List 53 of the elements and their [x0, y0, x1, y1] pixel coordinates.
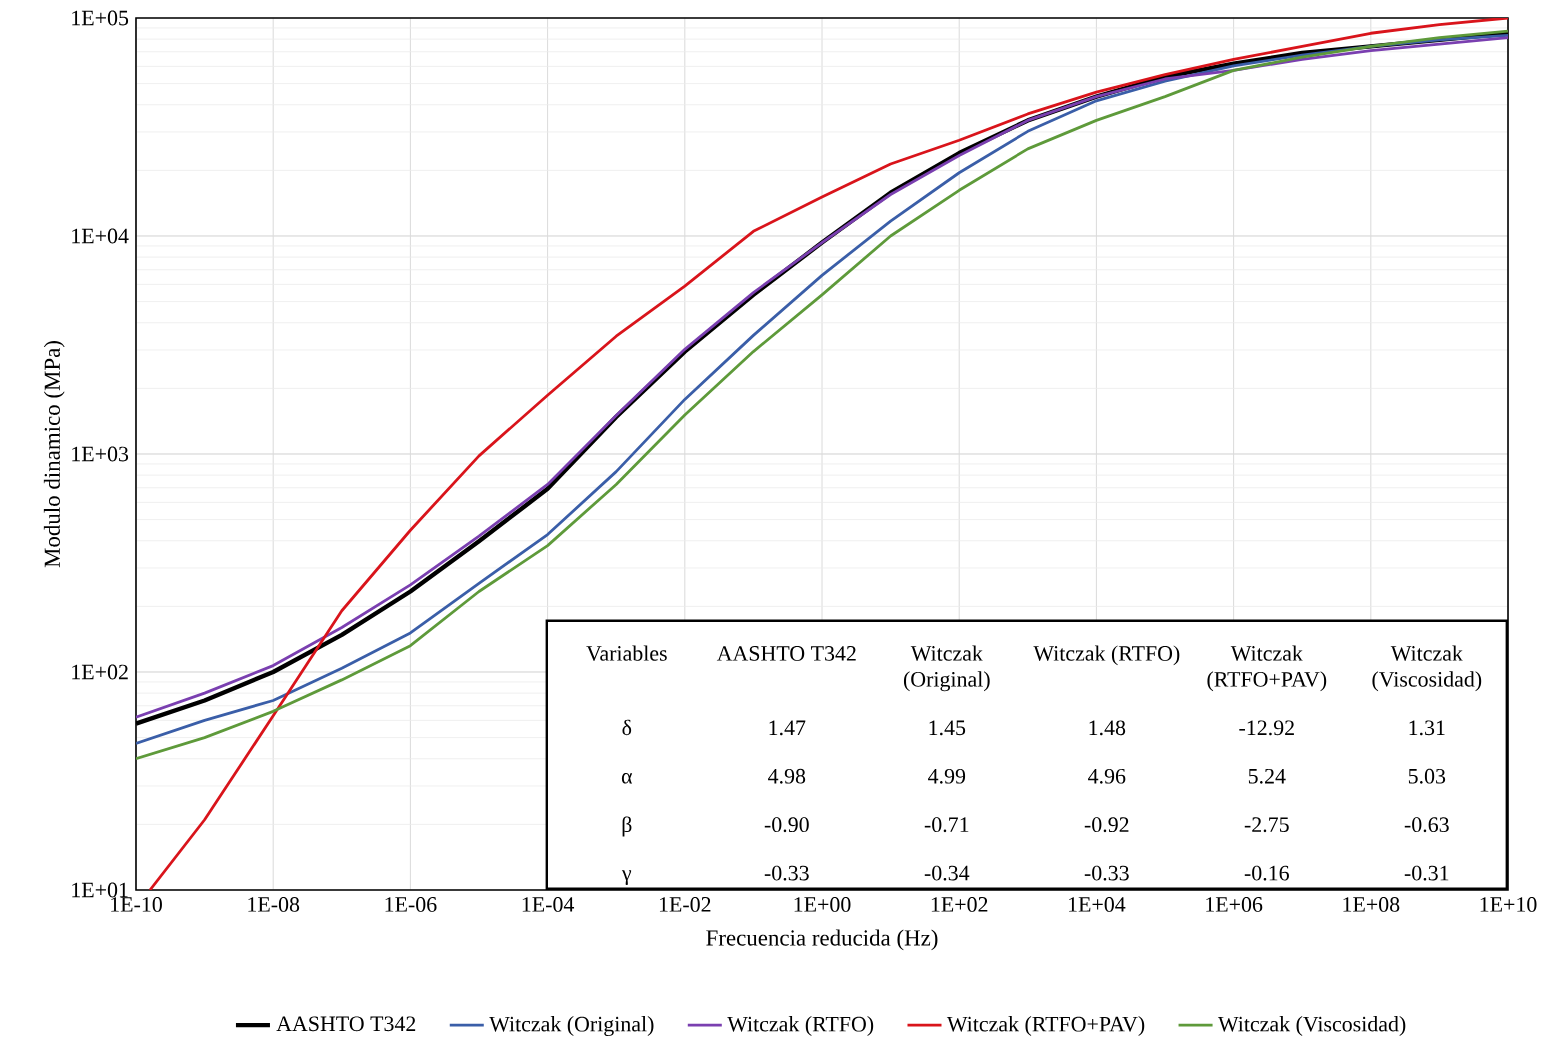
x-axis-title: Frecuencia reducida (Hz) [706, 929, 938, 951]
annotation: -0.33 [764, 865, 809, 881]
annotation: Witczak (Viscosidad) [1372, 645, 1482, 692]
annotation: Witczak (RTFO+PAV) [1207, 645, 1327, 692]
x-tick-label: 1E+00 [794, 897, 851, 912]
annotation: δ [622, 719, 632, 736]
x-tick-label: 1E+02 [931, 897, 988, 912]
annotation: 1.31 [1409, 720, 1445, 736]
annotation: α [621, 773, 633, 784]
annotation: -0.31 [1404, 865, 1449, 881]
annotation: Variables [586, 645, 667, 661]
annotation: β [622, 816, 632, 837]
annotation: Witczak (RTFO) [1033, 645, 1180, 666]
annotation: 4.98 [768, 768, 806, 784]
x-tick-label: 1E+08 [1343, 897, 1400, 912]
legend-label: Witczak (RTFO) [727, 1016, 874, 1036]
legend-label: Witczak (Viscosidad) [1217, 1016, 1406, 1036]
y-tick-label: 1E+03 [72, 446, 129, 462]
legend-label: AASHTO T342 [276, 1016, 416, 1032]
x-tick-label: 1E-04 [522, 897, 575, 912]
y-tick-label: 1E+04 [72, 228, 129, 244]
y-axis-title: Modulo dinamico (MPa) [43, 341, 65, 568]
annotation: Witczak (Original) [903, 645, 990, 692]
annotation: -0.71 [924, 817, 969, 833]
annotation: 4.99 [928, 768, 966, 784]
annotation: AASHTO T342 [716, 646, 856, 661]
annotation: -0.34 [924, 865, 970, 881]
annotation: -0.33 [1084, 865, 1129, 881]
annotation: γ [621, 870, 632, 885]
x-tick-label: 1E+06 [1206, 897, 1263, 912]
annotation: -2.75 [1244, 817, 1289, 833]
legend-label: Witczak (Original) [489, 1016, 654, 1037]
y-tick-label: 1E+05 [72, 10, 129, 26]
x-tick-label: 1E+10 [1480, 897, 1537, 912]
x-tick-label: 1E-02 [659, 897, 711, 912]
x-tick-label: 1E+04 [1069, 897, 1126, 912]
annotation: 1.48 [1089, 720, 1126, 736]
annotation: 1.47 [769, 720, 806, 736]
y-tick-label: 1E+01 [72, 882, 128, 898]
annotation: -0.16 [1244, 865, 1289, 881]
annotation: -0.63 [1404, 817, 1449, 833]
annotation: 5.03 [1408, 768, 1446, 784]
x-tick-label: 1E-10 [111, 897, 162, 912]
legend-label: Witczak (RTFO+PAV) [946, 1016, 1145, 1036]
y-tick-label: 1E+02 [72, 664, 128, 680]
annotation: -12.92 [1239, 720, 1294, 736]
annotation: 4.96 [1088, 768, 1126, 784]
annotation: -0.90 [764, 817, 809, 833]
x-tick-label: 1E-06 [385, 897, 437, 912]
annotation: 5.24 [1248, 768, 1286, 784]
x-tick-label: 1E-08 [248, 897, 300, 912]
annotation: -0.92 [1084, 817, 1129, 833]
annotation: 1.45 [929, 720, 966, 736]
